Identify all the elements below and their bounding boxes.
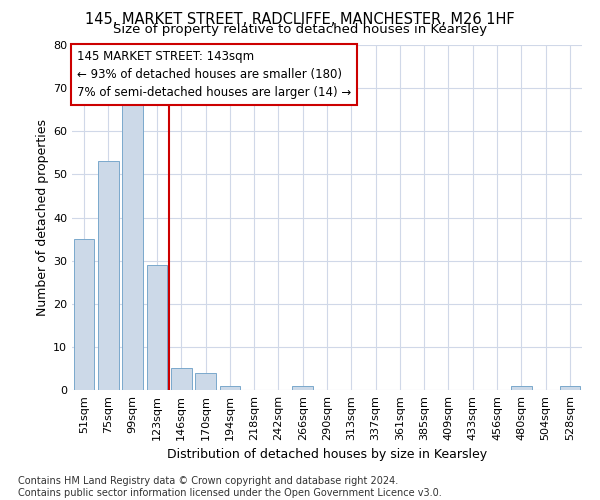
- X-axis label: Distribution of detached houses by size in Kearsley: Distribution of detached houses by size …: [167, 448, 487, 462]
- Text: Size of property relative to detached houses in Kearsley: Size of property relative to detached ho…: [113, 22, 487, 36]
- Bar: [146, 265, 167, 390]
- Bar: [74, 239, 94, 390]
- Bar: [98, 162, 119, 390]
- Bar: [195, 373, 216, 390]
- Bar: [511, 386, 532, 390]
- Text: Contains HM Land Registry data © Crown copyright and database right 2024.
Contai: Contains HM Land Registry data © Crown c…: [18, 476, 442, 498]
- Bar: [560, 386, 580, 390]
- Y-axis label: Number of detached properties: Number of detached properties: [36, 119, 49, 316]
- Text: 145 MARKET STREET: 143sqm
← 93% of detached houses are smaller (180)
7% of semi-: 145 MARKET STREET: 143sqm ← 93% of detac…: [77, 50, 352, 99]
- Bar: [171, 368, 191, 390]
- Bar: [220, 386, 240, 390]
- Text: 145, MARKET STREET, RADCLIFFE, MANCHESTER, M26 1HF: 145, MARKET STREET, RADCLIFFE, MANCHESTE…: [85, 12, 515, 28]
- Bar: [122, 106, 143, 390]
- Bar: [292, 386, 313, 390]
